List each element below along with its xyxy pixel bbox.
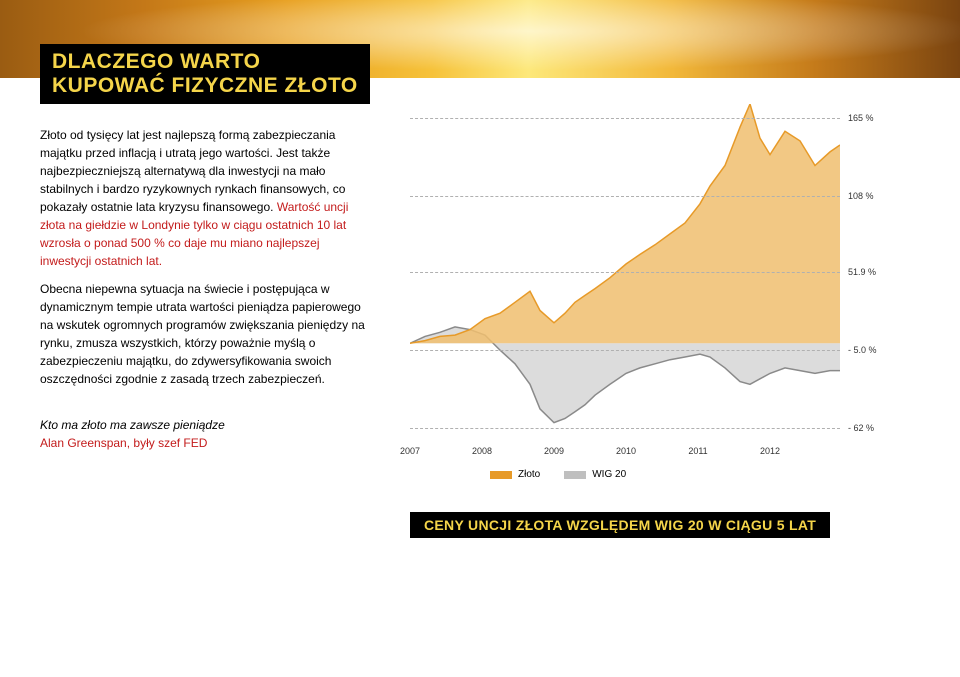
chart-gridline xyxy=(410,118,840,119)
right-column: Złoto WIG 20 165 % 108 % 51.9 % - 5.0 % - 62 … xyxy=(390,78,960,538)
legend-label: Złoto xyxy=(518,469,540,480)
chart-legend: Złoto WIG 20 xyxy=(490,469,626,480)
price-chart: Złoto WIG 20 165 % 108 % 51.9 % - 5.0 % - 62 … xyxy=(410,104,890,484)
chart-gridline xyxy=(410,272,840,273)
left-column: DLACZEGO WARTO KUPOWAĆ FIZYCZNE ZŁOTO Zł… xyxy=(0,44,390,538)
chart-y-label: 108 % xyxy=(848,191,874,201)
body-copy: Złoto od tysięcy lat jest najlepszą form… xyxy=(40,126,370,388)
chart-y-label: 165 % xyxy=(848,113,874,123)
paragraph-2: Obecna niepewna sytuacja na świecie i po… xyxy=(40,280,370,388)
chart-x-label: 2010 xyxy=(616,446,636,456)
chart-caption: CENY UNCJI ZŁOTA WZGLĘDEM WIG 20 W CIĄGU… xyxy=(410,512,830,538)
chart-gridline xyxy=(410,196,840,197)
paragraph-1: Złoto od tysięcy lat jest najlepszą form… xyxy=(40,126,370,270)
chart-gridline xyxy=(410,350,840,351)
quote-attribution: Alan Greenspan, były szef FED xyxy=(40,434,370,452)
chart-series-area xyxy=(410,104,840,343)
chart-gridline xyxy=(410,428,840,429)
quote-text: Kto ma złoto ma zawsze pieniądze xyxy=(40,416,370,434)
chart-x-label: 2012 xyxy=(760,446,780,456)
main-content: DLACZEGO WARTO KUPOWAĆ FIZYCZNE ZŁOTO Zł… xyxy=(0,78,960,538)
chart-x-label: 2011 xyxy=(688,446,707,456)
legend-swatch xyxy=(564,471,586,479)
chart-plot-area xyxy=(410,104,840,439)
legend-swatch xyxy=(490,471,512,479)
quote-block: Kto ma złoto ma zawsze pieniądze Alan Gr… xyxy=(40,416,370,452)
legend-item: Złoto xyxy=(490,469,540,480)
chart-y-label: - 62 % xyxy=(848,423,874,433)
legend-item: WIG 20 xyxy=(564,469,626,480)
chart-y-label: 51.9 % xyxy=(848,267,876,277)
legend-label: WIG 20 xyxy=(592,469,626,480)
chart-x-label: 2008 xyxy=(472,446,492,456)
chart-x-label: 2009 xyxy=(544,446,564,456)
page-title: DLACZEGO WARTO KUPOWAĆ FIZYCZNE ZŁOTO xyxy=(40,44,370,104)
chart-y-label: - 5.0 % xyxy=(848,345,877,355)
chart-x-label: 2007 xyxy=(400,446,420,456)
